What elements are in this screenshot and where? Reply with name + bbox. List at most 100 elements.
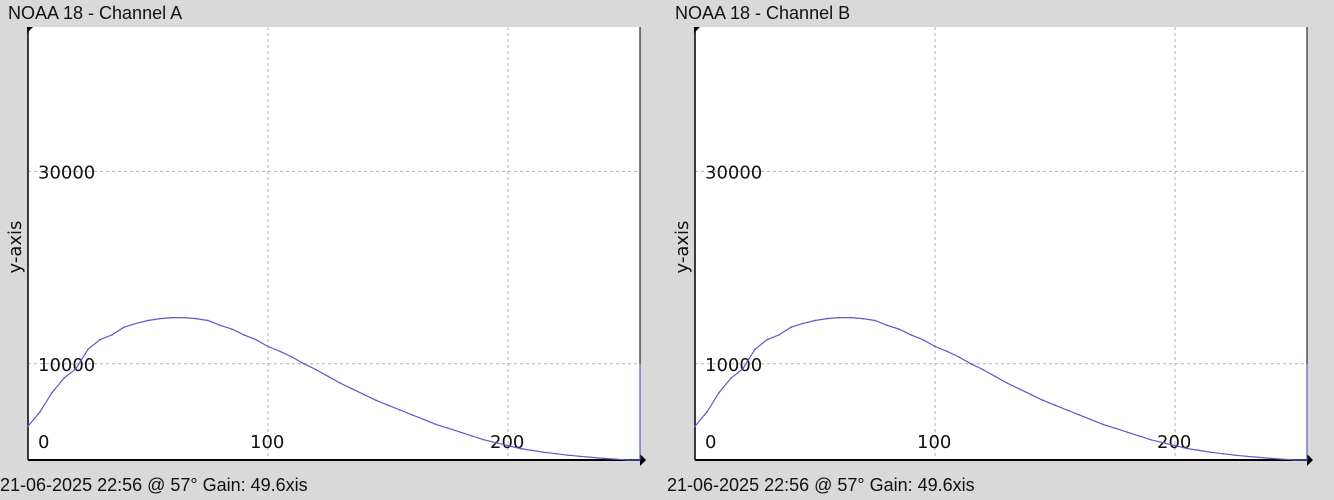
data-point: [219, 324, 221, 327]
plot-area: [28, 27, 640, 460]
y-tick-label: 10000: [705, 355, 762, 376]
data-point: [123, 326, 125, 329]
data-point: [1042, 399, 1044, 402]
data-point: [1210, 451, 1212, 454]
data-point: [910, 334, 912, 336]
data-point: [135, 322, 137, 325]
data-point: [339, 382, 341, 384]
data-point: [423, 418, 425, 421]
data-point: [615, 458, 617, 461]
x-tick-label: 0: [705, 432, 716, 453]
data-point: [447, 427, 449, 430]
y-axis-arrow-icon: [27, 27, 33, 33]
data-point: [603, 457, 605, 460]
data-point: [75, 367, 77, 370]
data-point: [183, 316, 185, 319]
data-point: [267, 345, 269, 348]
data-point: [159, 317, 161, 320]
data-point: [1054, 404, 1056, 406]
x-tick-label: 100: [917, 432, 951, 453]
data-point: [994, 375, 996, 378]
data-point: [255, 338, 257, 341]
data-point: [922, 338, 924, 341]
data-point: [171, 316, 173, 319]
data-point: [231, 328, 233, 330]
data-point: [1126, 431, 1128, 433]
data-point: [1114, 427, 1116, 430]
data-point: [1270, 457, 1272, 460]
x-tick-label: 0: [38, 432, 49, 453]
chart-title: NOAA 18 - Channel B: [675, 3, 851, 23]
data-point: [531, 449, 533, 452]
data-point: [483, 438, 485, 441]
y-axis-label: y-axis: [5, 221, 26, 274]
x-axis-arrow-icon: [640, 454, 646, 466]
data-point: [802, 322, 804, 325]
data-point: [1030, 393, 1032, 396]
data-point: [543, 451, 545, 454]
data-point: [195, 317, 197, 320]
data-point: [1174, 444, 1176, 447]
data-point: [1246, 455, 1248, 458]
data-point: [39, 411, 41, 413]
data-point: [147, 319, 149, 322]
data-point: [886, 324, 888, 327]
data-point: [754, 348, 756, 351]
data-point: [399, 409, 401, 411]
y-axis-label: y-axis: [672, 221, 693, 274]
data-point: [207, 319, 209, 322]
data-point: [982, 368, 984, 371]
data-point: [826, 317, 828, 320]
data-point: [1222, 452, 1224, 455]
data-point: [1162, 441, 1164, 444]
y-tick-label: 30000: [38, 162, 95, 183]
y-tick-label: 30000: [705, 162, 762, 183]
data-point: [706, 411, 708, 413]
data-point: [87, 348, 89, 351]
data-point: [1258, 456, 1260, 459]
data-point: [375, 399, 377, 402]
data-point: [862, 317, 864, 320]
data-point: [730, 377, 732, 380]
data-point: [291, 356, 293, 358]
data-point: [627, 459, 629, 461]
data-point: [519, 447, 521, 450]
data-point: [51, 391, 53, 394]
data-point: [567, 454, 569, 456]
data-point: [1066, 409, 1068, 411]
data-point: [363, 393, 365, 396]
y-axis-arrow-icon: [694, 27, 700, 33]
data-point: [495, 441, 497, 444]
data-point: [946, 350, 948, 353]
data-point: [387, 404, 389, 406]
data-point: [1078, 413, 1080, 416]
data-point: [778, 334, 780, 336]
chart-panel-b: NOAA 18 - Channel B 0 100 200 10000 30000 y-a…: [667, 0, 1334, 500]
y-tick-label: 10000: [38, 355, 95, 376]
chart-footer-status: 21-06-2025 22:56 @ 57° Gain: 49.6xis: [667, 475, 975, 495]
data-point: [507, 444, 509, 447]
data-point: [555, 452, 557, 455]
chart-panel-a: NOAA 18 - Channel A 0 100 200 10000 30000 y-a…: [0, 3, 646, 495]
data-point: [934, 345, 936, 348]
data-point: [1234, 454, 1236, 456]
data-point: [111, 334, 113, 336]
data-point: [850, 316, 852, 319]
plot-area: [695, 27, 1307, 460]
data-point: [1006, 382, 1008, 384]
data-point: [315, 368, 317, 371]
data-point: [1294, 459, 1296, 461]
data-point: [874, 319, 876, 322]
data-point: [1138, 435, 1140, 437]
data-point: [1018, 387, 1020, 390]
data-point: [790, 326, 792, 329]
chart-title: NOAA 18 - Channel A: [8, 3, 183, 23]
data-point: [459, 431, 461, 433]
data-point: [694, 425, 696, 428]
data-point: [1090, 418, 1092, 421]
data-point: [303, 362, 305, 365]
chart-footer-status: 21-06-2025 22:56 @ 57° Gain: 49.6xis: [0, 475, 308, 495]
x-tick-label: 100: [250, 432, 284, 453]
x-axis-arrow-icon: [1307, 454, 1313, 466]
